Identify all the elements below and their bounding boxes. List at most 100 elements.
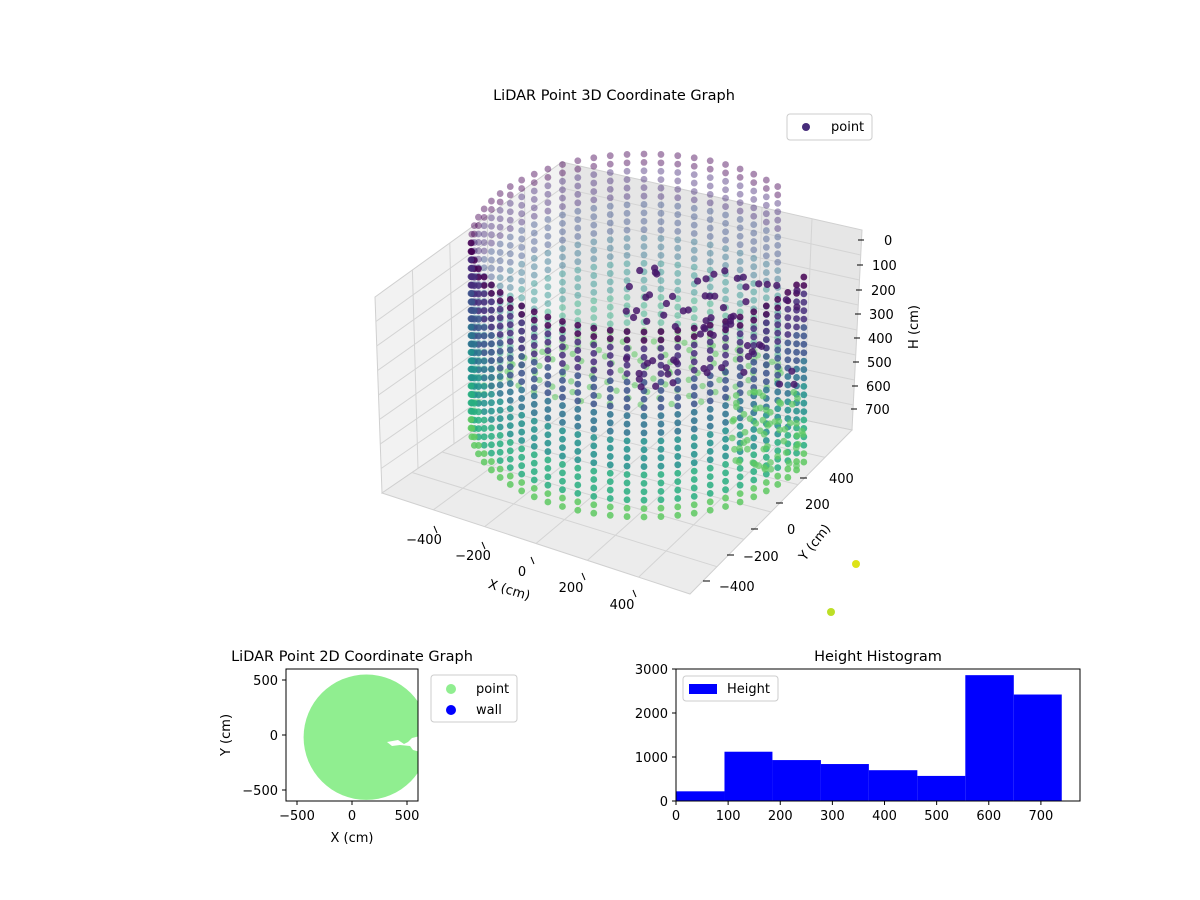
wall-point — [530, 468, 538, 475]
wall-point — [559, 161, 566, 168]
wall-point — [640, 513, 648, 521]
clutter-point — [798, 427, 806, 435]
wall-point — [706, 308, 714, 316]
wall-point — [480, 255, 488, 263]
wall-point — [606, 202, 614, 210]
wall-point — [574, 380, 582, 388]
wall-point — [488, 374, 495, 381]
wall-point — [784, 432, 792, 439]
clutter-point — [761, 465, 769, 473]
wall-point — [657, 277, 665, 284]
wall-point — [640, 209, 648, 217]
wall-point — [774, 346, 782, 354]
x-tick-label: −200 — [455, 549, 491, 564]
wall-point — [488, 248, 495, 255]
wall-point — [784, 356, 792, 364]
wall-point — [762, 352, 770, 360]
wall-point — [623, 184, 631, 192]
wall-point — [784, 465, 792, 473]
wall-point — [488, 348, 495, 356]
wall-point — [623, 496, 631, 504]
z-tick-label: 300 — [869, 308, 894, 323]
wall-point — [559, 351, 566, 359]
wall-point — [640, 479, 648, 487]
wall-point — [762, 218, 770, 226]
wall-point — [574, 355, 582, 363]
wall-point — [800, 450, 808, 458]
wall-point — [518, 445, 526, 453]
wall-point — [480, 408, 488, 416]
wall-point — [657, 336, 665, 344]
clutter-point — [743, 436, 751, 444]
floor-point — [650, 375, 657, 382]
wall-point — [496, 347, 504, 355]
floor-point — [768, 358, 776, 366]
histogram-bar — [772, 760, 821, 801]
wall-point — [574, 191, 582, 198]
wall-point — [623, 167, 631, 175]
clutter-point — [696, 330, 705, 338]
wall-point — [750, 254, 758, 262]
wall-point — [480, 425, 488, 432]
wall-point — [774, 191, 782, 199]
wall-point — [488, 264, 495, 272]
wall-point — [640, 404, 648, 412]
wall-point — [750, 426, 758, 433]
clutter-point — [735, 458, 743, 466]
wall-point — [518, 201, 526, 209]
wall-point — [606, 227, 614, 235]
clutter-point — [632, 307, 641, 315]
clutter-point — [755, 341, 764, 349]
wall-point — [750, 316, 758, 324]
wall-point — [488, 222, 495, 230]
wall-point — [722, 177, 729, 185]
wall-point — [506, 250, 514, 258]
wall-point — [736, 241, 744, 249]
x-tick-label: 200 — [768, 809, 793, 824]
wall-point — [706, 431, 714, 438]
wall-point — [722, 444, 729, 452]
wall-point — [657, 243, 665, 251]
clutter-point — [728, 434, 736, 442]
wall-point — [657, 293, 665, 301]
wall-point — [690, 297, 698, 305]
wall-point — [750, 229, 758, 237]
wall-point — [674, 368, 682, 376]
wall-point — [518, 277, 526, 285]
clutter-point — [718, 364, 726, 372]
clutter-point — [651, 264, 659, 272]
wall-point — [722, 312, 729, 320]
wall-point — [750, 246, 758, 254]
floor-point — [745, 376, 752, 384]
wall-point — [657, 370, 665, 378]
wall-point — [574, 397, 582, 405]
wall-point — [674, 495, 682, 502]
wall-point — [530, 476, 538, 484]
wall-point — [530, 409, 538, 417]
wall-point — [574, 216, 582, 224]
floor-point — [699, 382, 706, 390]
floor-point — [685, 376, 693, 384]
wall-point — [606, 352, 614, 359]
wall-point — [467, 399, 475, 407]
histogram-bar — [917, 775, 966, 801]
clutter-point — [788, 400, 796, 408]
wall-point — [506, 208, 514, 216]
wall-point — [793, 298, 800, 306]
wall-point — [559, 236, 566, 244]
wall-point — [470, 441, 478, 449]
clutter-point — [744, 445, 751, 453]
wall-point — [674, 261, 682, 269]
wall-point — [774, 275, 782, 283]
wall-point — [488, 273, 495, 281]
wall-point — [467, 348, 475, 356]
legend-3d-marker — [802, 123, 810, 131]
wall-point — [674, 312, 682, 319]
wall-point — [674, 303, 682, 311]
wall-point — [506, 296, 514, 303]
wall-point — [496, 373, 504, 380]
wall-point — [690, 263, 698, 271]
x-tick-label: 500 — [395, 809, 420, 824]
wall-point — [657, 302, 665, 310]
